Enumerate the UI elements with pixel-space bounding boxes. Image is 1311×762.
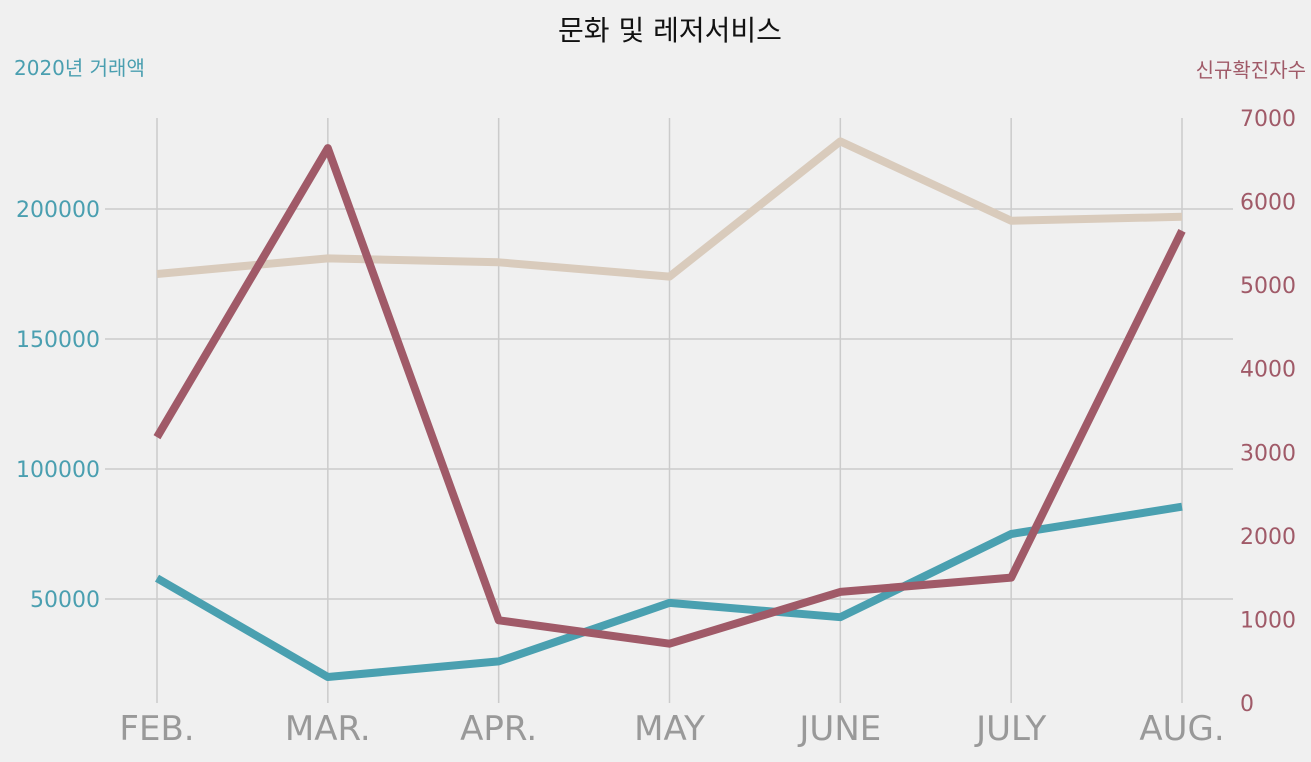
- right-y-tick-label: 3000: [1240, 441, 1296, 466]
- x-tick-label: MAY: [634, 709, 705, 749]
- series-lines: [153, 137, 1186, 681]
- right-y-tick-label: 5000: [1240, 274, 1296, 299]
- x-tick-label: AUG.: [1139, 709, 1224, 749]
- right-y-tick-label: 0: [1240, 692, 1254, 717]
- left-y-tick-label: 50000: [30, 588, 100, 613]
- right-y-tick-label: 4000: [1240, 358, 1296, 383]
- right-y-tick-label: 7000: [1240, 107, 1296, 132]
- series-line-3: [153, 144, 1186, 648]
- chart-title: 문화 및 레저서비스: [558, 14, 782, 47]
- series-line-2: [154, 502, 1183, 681]
- gridlines: [105, 118, 1233, 703]
- right-axis-title: 신규확진자수: [1196, 58, 1306, 82]
- x-tick-label: JUNE: [797, 709, 881, 749]
- x-tick-label: FEB.: [119, 709, 194, 749]
- x-tick-label: APR.: [460, 709, 537, 749]
- right-y-tick-label: 6000: [1240, 191, 1296, 216]
- x-tick-label: MAR.: [285, 709, 371, 749]
- left-axis-title: 2020년 거래액: [14, 56, 145, 80]
- tick-labels: FEB. MAR. APR. MAY JUNE JULY AUG.5000010000015…: [16, 107, 1296, 749]
- right-y-tick-label: 2000: [1240, 525, 1296, 550]
- series-line-1: [156, 137, 1183, 281]
- left-y-tick-label: 150000: [16, 328, 100, 353]
- x-tick-label: JULY: [974, 709, 1046, 749]
- left-y-tick-label: 100000: [16, 458, 100, 483]
- right-y-tick-label: 1000: [1240, 608, 1296, 633]
- left-y-tick-label: 200000: [16, 198, 100, 223]
